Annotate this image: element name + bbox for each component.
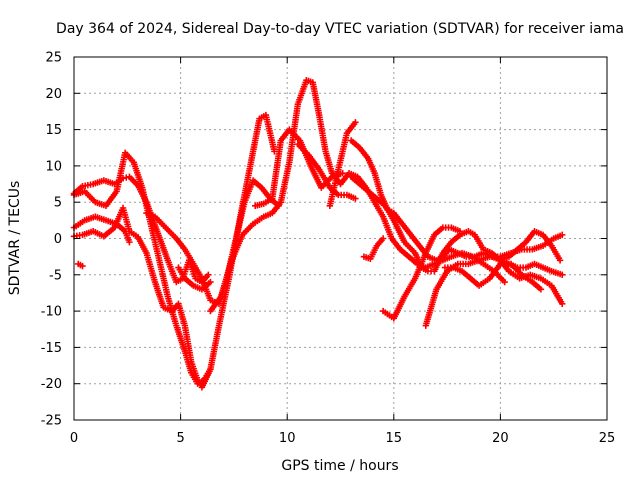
y-tick-label: 25	[45, 51, 62, 66]
data-layer	[70, 77, 566, 391]
y-tick-label: -20	[41, 377, 62, 392]
data-point	[352, 195, 359, 202]
series-arc-12	[379, 224, 464, 322]
series-arc-7	[252, 126, 346, 210]
data-point	[537, 286, 545, 293]
data-point	[559, 231, 566, 239]
data-point	[559, 300, 566, 308]
y-tick-label: -15	[41, 341, 62, 356]
series-arc-9	[326, 119, 359, 210]
data-point	[456, 228, 464, 235]
series-arc-17	[75, 260, 86, 270]
y-tick-label: 10	[45, 159, 62, 174]
data-point	[207, 278, 214, 286]
chart-title: Day 364 of 2024, Sidereal Day-to-day VTE…	[56, 21, 624, 37]
data-point	[379, 235, 387, 242]
grid-layer	[74, 57, 607, 420]
x-tick-label: 25	[599, 431, 616, 446]
y-axis-label: SDTVAR / TECUs	[7, 181, 23, 296]
data-point	[501, 278, 508, 286]
series-arc-14	[441, 260, 545, 293]
x-tick-label: 15	[386, 431, 403, 446]
x-tick-label: 0	[70, 431, 78, 446]
data-point	[205, 271, 212, 278]
data-point	[79, 262, 86, 270]
x-tick-label: 20	[492, 431, 509, 446]
tick-layer: 0 5 10 15 20 25 -25 -20 -15 -10 -5 0 5 10 15 20 25	[41, 51, 616, 447]
y-tick-label: 20	[45, 87, 62, 102]
y-tick-label: 5	[54, 196, 62, 211]
series-arc-1	[70, 173, 212, 286]
series-arc-4	[70, 213, 133, 246]
y-tick-label: -10	[41, 305, 62, 320]
y-tick-label: -5	[49, 268, 62, 283]
y-tick-label: 15	[45, 123, 62, 138]
data-point	[352, 119, 359, 126]
series-arc-18	[175, 264, 214, 293]
series-arc-15	[360, 235, 387, 263]
data-point	[559, 271, 566, 278]
data-point	[339, 169, 346, 177]
y-tick-label: 0	[54, 232, 62, 247]
x-tick-label: 10	[279, 431, 296, 446]
y-tick-label: -25	[41, 414, 62, 429]
series-arc-6	[207, 77, 508, 315]
x-axis-label: GPS time / hours	[281, 458, 398, 474]
data-point	[126, 238, 133, 246]
series-arc-3	[70, 111, 278, 391]
data-point	[556, 257, 564, 264]
series-arc-16	[497, 228, 564, 264]
x-tick-label: 5	[176, 431, 184, 446]
